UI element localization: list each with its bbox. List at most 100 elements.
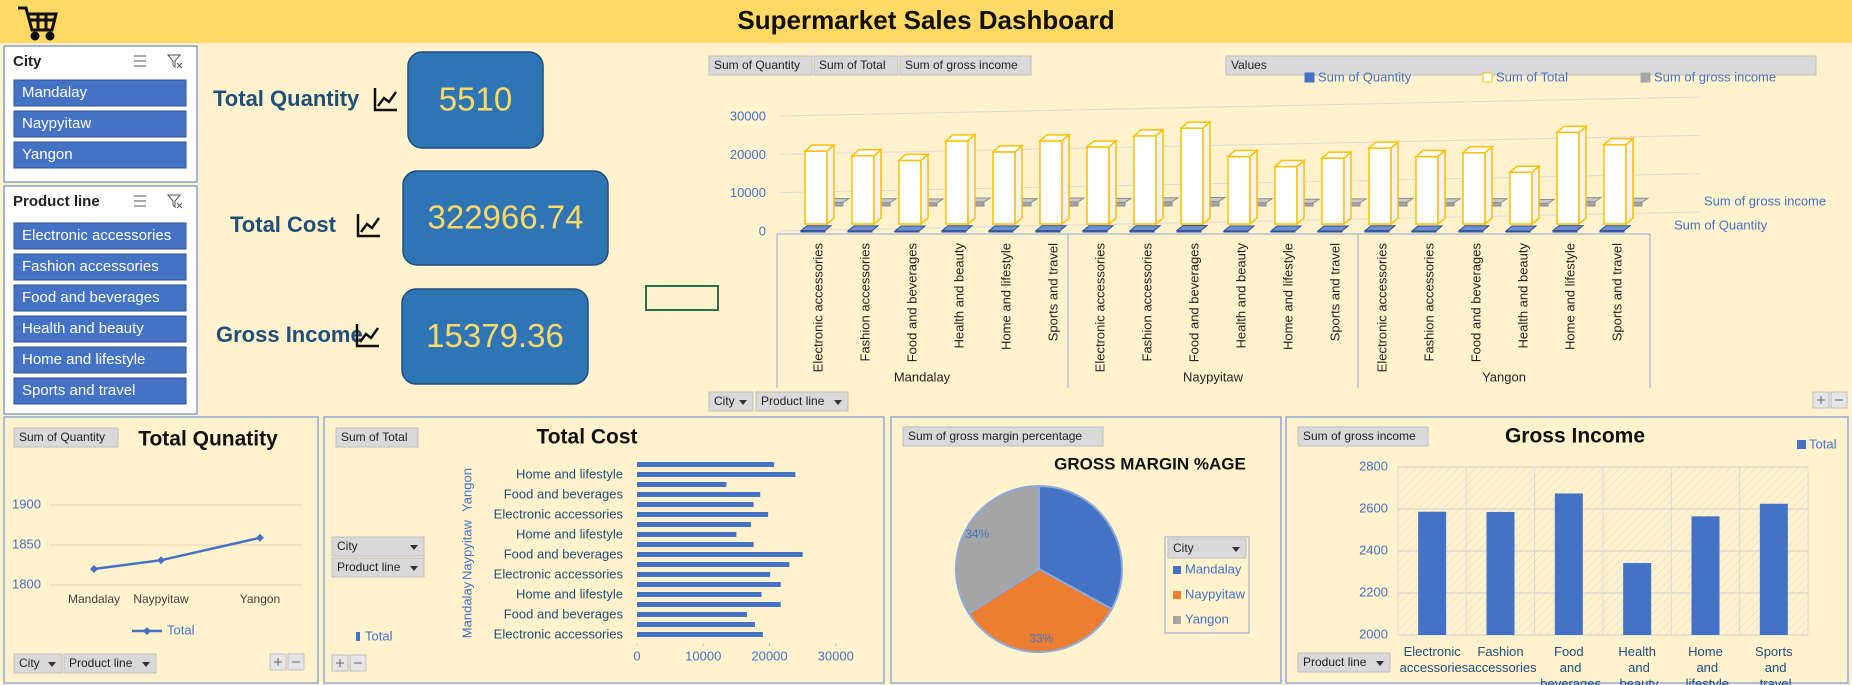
- field-button[interactable]: [1225, 55, 1817, 76]
- bar-total: [1462, 151, 1486, 225]
- bar-quantity: [1458, 230, 1484, 233]
- slicer-item-label[interactable]: Health and beauty: [22, 320, 144, 337]
- slicer-title: City: [13, 53, 42, 70]
- bar-side-face: [1061, 133, 1070, 226]
- bar: [637, 502, 754, 507]
- slicer-item-label[interactable]: Electronic accessories: [22, 227, 171, 244]
- field-button-label[interactable]: Product line: [761, 394, 825, 408]
- slicer-item[interactable]: [13, 346, 187, 374]
- header-bar: [0, 0, 1852, 43]
- field-button-label[interactable]: Sum of Quantity: [714, 58, 800, 72]
- multi-select-icon[interactable]: [134, 55, 146, 67]
- field-button[interactable]: [335, 427, 419, 448]
- field-button-label[interactable]: Product line: [69, 656, 133, 670]
- field-button[interactable]: [1167, 538, 1247, 559]
- y-tick-label: 2000: [1359, 626, 1388, 641]
- slicer-item[interactable]: [13, 222, 187, 250]
- slicer-item-label[interactable]: Sports and travel: [22, 382, 135, 399]
- clear-filter-icon[interactable]: [166, 194, 183, 209]
- dropdown-arrow[interactable]: [410, 566, 418, 571]
- bar-side-face: [1155, 128, 1164, 226]
- legend-label: Sum of Quantity: [1318, 69, 1412, 84]
- slicer-item-label[interactable]: Home and lifestyle: [22, 351, 145, 368]
- field-button[interactable]: [708, 55, 813, 76]
- selected-cell[interactable]: [645, 285, 719, 311]
- y-tick-label: 2400: [1359, 542, 1388, 557]
- dropdown-arrow[interactable]: [1376, 661, 1384, 666]
- legend-swatch: [1797, 440, 1806, 449]
- x-tick-label: Fashion accessories: [1421, 243, 1436, 362]
- x-tick-label: Home and lifestyle: [1682, 644, 1729, 685]
- y-tick-label: Home and lifestyle: [516, 526, 623, 541]
- field-button[interactable]: [899, 55, 1032, 76]
- legend-label: Total: [1809, 436, 1837, 451]
- field-button-label[interactable]: Sum of Total: [341, 430, 407, 444]
- slicer-item-label[interactable]: Yangon: [22, 146, 73, 163]
- slicer-item[interactable]: [13, 141, 187, 169]
- x-tick-label: Naypyitaw: [133, 592, 189, 606]
- bar-quantity: [1411, 230, 1437, 233]
- bar: [1623, 562, 1652, 635]
- field-button-label[interactable]: City: [19, 656, 40, 670]
- bar: [637, 542, 754, 547]
- dropdown-arrow[interactable]: [1232, 547, 1240, 552]
- plus-icon[interactable]: [274, 658, 282, 666]
- clear-filter-icon[interactable]: [166, 54, 183, 69]
- field-button-label[interactable]: Product line: [337, 560, 401, 574]
- slicer-item-label[interactable]: Mandalay: [22, 84, 88, 101]
- bar-top-face: [846, 225, 880, 232]
- dropdown-arrow[interactable]: [142, 662, 150, 667]
- field-button[interactable]: [755, 391, 849, 412]
- bar-total: [1086, 146, 1110, 225]
- field-button-label[interactable]: City: [1173, 541, 1194, 555]
- field-button-label[interactable]: Product line: [1303, 655, 1367, 669]
- field-button-label[interactable]: Values: [1231, 58, 1267, 72]
- field-button[interactable]: [902, 426, 1104, 447]
- y-tick-label: 2600: [1359, 500, 1388, 515]
- field-button[interactable]: [708, 391, 754, 412]
- field-button[interactable]: [331, 536, 425, 557]
- bar-total: [1368, 147, 1392, 225]
- plus-icon[interactable]: [336, 659, 344, 667]
- field-button[interactable]: [813, 55, 899, 76]
- bar-quantity: [1317, 230, 1343, 233]
- field-button[interactable]: [1297, 652, 1391, 673]
- y-tick-label: Food and beverages: [504, 606, 624, 621]
- y-tick-label: Home and lifestyle: [516, 586, 623, 601]
- dropdown-arrow[interactable]: [739, 400, 747, 405]
- bar-quantity: [1270, 230, 1296, 233]
- slicer-item-label[interactable]: Fashion accessories: [22, 258, 159, 275]
- dropdown-arrow[interactable]: [834, 400, 842, 405]
- field-button[interactable]: [1297, 426, 1429, 447]
- slicer-item-label[interactable]: Food and beverages: [22, 289, 160, 306]
- slicer-item[interactable]: [13, 377, 187, 405]
- bar-quantity: [894, 230, 920, 233]
- slicer-item-label[interactable]: Naypyitaw: [22, 115, 91, 132]
- x-tick-label: 10000: [685, 648, 721, 663]
- slicer-item[interactable]: [13, 110, 187, 138]
- field-button-label[interactable]: Sum of Total: [819, 58, 885, 72]
- field-button[interactable]: [13, 653, 63, 674]
- x-tick-label: Yangon: [240, 592, 280, 606]
- slicer-item[interactable]: [13, 315, 187, 343]
- bar-side-face: [967, 133, 976, 226]
- x-tick-label: Health and beauty: [1616, 644, 1659, 685]
- slicer-item[interactable]: [13, 284, 187, 312]
- slicer-item[interactable]: [13, 79, 187, 107]
- field-button-label[interactable]: City: [714, 394, 735, 408]
- field-button[interactable]: [13, 427, 119, 448]
- field-button-label[interactable]: Sum of gross income: [1303, 429, 1416, 443]
- dropdown-arrow[interactable]: [48, 662, 56, 667]
- field-button-label[interactable]: Sum of gross margin percentage: [908, 429, 1082, 443]
- field-button-label[interactable]: Sum of gross income: [905, 58, 1018, 72]
- dropdown-arrow[interactable]: [410, 545, 418, 550]
- x-tick-label: Electronic accessories: [1092, 243, 1107, 373]
- multi-select-icon[interactable]: [134, 195, 146, 207]
- field-button[interactable]: [331, 557, 425, 578]
- field-button[interactable]: [63, 653, 157, 674]
- slicer-item[interactable]: [13, 253, 187, 281]
- field-button-label[interactable]: City: [337, 539, 358, 553]
- plus-icon[interactable]: [1817, 396, 1825, 404]
- field-button-label[interactable]: Sum of Quantity: [19, 430, 105, 444]
